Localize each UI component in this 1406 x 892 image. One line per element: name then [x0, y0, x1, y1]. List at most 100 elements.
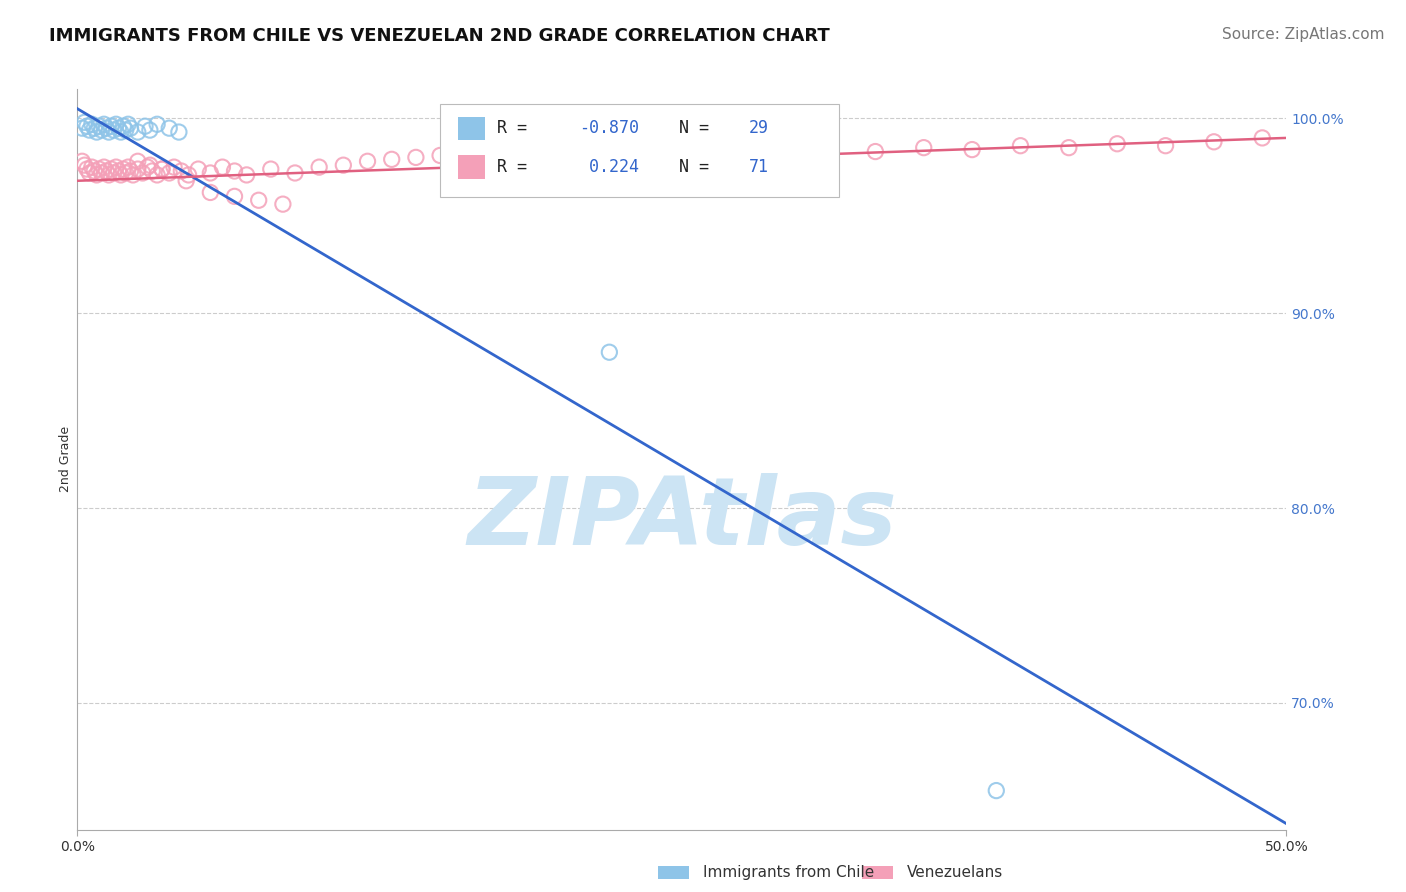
Point	[97, 168, 120, 182]
Point	[235, 168, 257, 182]
Point	[117, 117, 139, 131]
Point	[93, 117, 115, 131]
Point	[70, 154, 93, 169]
Text: -0.870: -0.870	[579, 120, 640, 137]
Point	[139, 123, 162, 137]
Point	[1202, 135, 1225, 149]
Point	[308, 160, 330, 174]
Point	[187, 162, 209, 177]
Point	[177, 168, 200, 182]
Point	[815, 143, 838, 157]
Point	[122, 168, 145, 182]
Point	[146, 168, 169, 182]
Point	[224, 164, 246, 178]
Point	[117, 160, 139, 174]
Point	[114, 123, 136, 137]
Point	[70, 121, 93, 136]
Point	[83, 121, 105, 136]
Point	[83, 164, 105, 178]
Text: 0.224: 0.224	[579, 158, 640, 176]
Point	[163, 160, 186, 174]
Point	[97, 125, 120, 139]
Point	[76, 119, 98, 133]
Point	[865, 145, 887, 159]
Point	[429, 148, 451, 162]
Point	[76, 162, 98, 177]
Point	[112, 119, 135, 133]
Point	[110, 168, 132, 182]
Text: R =: R =	[496, 158, 537, 176]
Point	[526, 148, 548, 162]
Point	[167, 125, 190, 139]
Point	[574, 150, 596, 164]
Point	[1154, 138, 1177, 153]
Text: N =: N =	[679, 120, 720, 137]
Point	[103, 166, 125, 180]
Point	[150, 162, 173, 177]
Point	[112, 162, 135, 177]
Point	[127, 162, 149, 177]
Point	[224, 189, 246, 203]
Text: 71: 71	[748, 158, 769, 176]
Point	[200, 186, 222, 200]
Point	[356, 154, 378, 169]
Point	[768, 146, 790, 161]
Point	[93, 160, 115, 174]
Point	[96, 164, 118, 178]
Point	[1057, 141, 1080, 155]
Point	[110, 125, 132, 139]
Point	[131, 166, 153, 180]
Point	[107, 121, 129, 136]
Point	[103, 123, 125, 137]
Point	[960, 143, 983, 157]
Point	[141, 164, 163, 178]
FancyBboxPatch shape	[458, 117, 485, 140]
Point	[79, 123, 101, 137]
Point	[1251, 131, 1274, 145]
Point	[671, 148, 693, 162]
Point	[489, 153, 512, 167]
Point	[73, 158, 96, 172]
Point	[136, 160, 159, 174]
Point	[211, 160, 233, 174]
Point	[134, 119, 156, 133]
Point	[284, 166, 307, 180]
Point	[105, 117, 128, 131]
Point	[80, 117, 103, 131]
Point	[271, 197, 294, 211]
Point	[157, 166, 180, 180]
Text: R =: R =	[496, 120, 537, 137]
Point	[80, 160, 103, 174]
Point	[87, 119, 110, 133]
FancyBboxPatch shape	[458, 155, 485, 178]
Point	[127, 125, 149, 139]
Point	[247, 193, 270, 207]
FancyBboxPatch shape	[440, 104, 839, 196]
Point	[986, 783, 1008, 797]
Point	[598, 345, 620, 359]
Point	[100, 119, 122, 133]
Point	[157, 121, 180, 136]
Point	[174, 174, 197, 188]
Text: Venezuelans: Venezuelans	[907, 865, 1002, 880]
Point	[120, 121, 142, 136]
Point	[381, 153, 404, 167]
Point	[139, 158, 162, 172]
Point	[912, 141, 935, 155]
Text: Immigrants from Chile: Immigrants from Chile	[703, 865, 875, 880]
Text: ZIPAtlas: ZIPAtlas	[467, 473, 897, 565]
Point	[170, 164, 193, 178]
Point	[114, 166, 136, 180]
Point	[146, 117, 169, 131]
Text: N =: N =	[679, 158, 720, 176]
Text: Source: ZipAtlas.com: Source: ZipAtlas.com	[1222, 27, 1385, 42]
Point	[73, 115, 96, 129]
Point	[127, 154, 149, 169]
Point	[86, 125, 108, 139]
Point	[453, 150, 475, 164]
Point	[79, 166, 101, 180]
Point	[150, 162, 173, 177]
Point	[623, 146, 645, 161]
Point	[718, 145, 741, 159]
Point	[90, 166, 112, 180]
